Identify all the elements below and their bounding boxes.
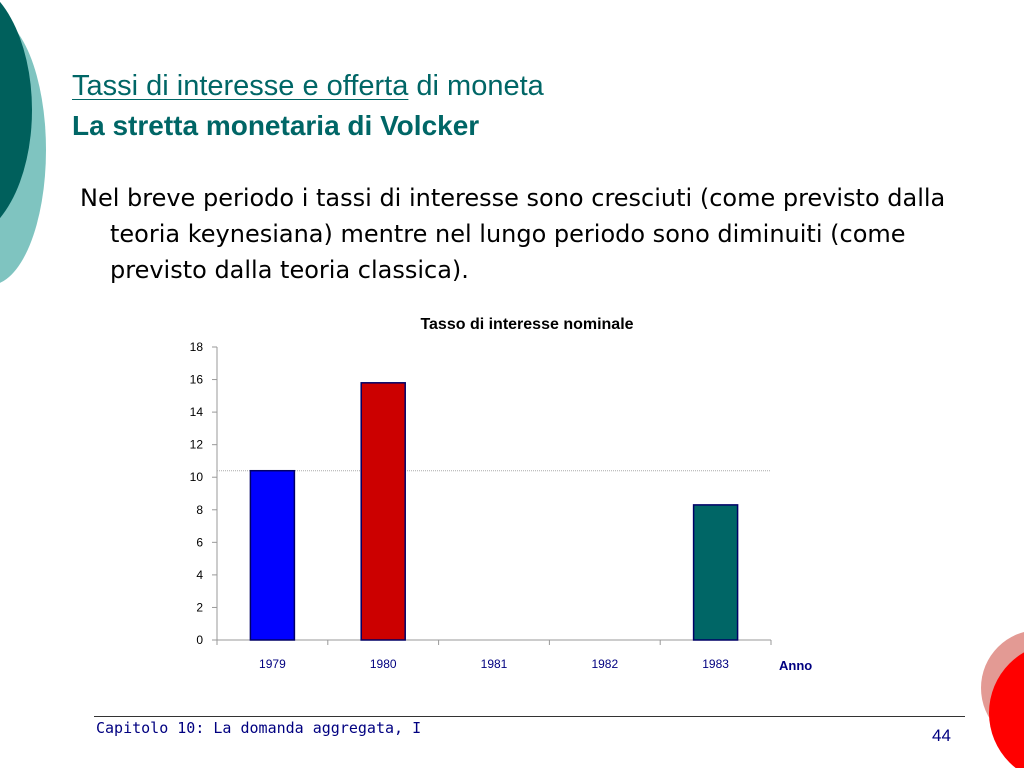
y-tick-label: 4: [196, 568, 203, 582]
left-decoration-shape: [0, 1, 46, 283]
y-tick-label: 6: [196, 535, 203, 549]
x-tick-label: 1980: [370, 657, 397, 671]
x-axis-label: Anno: [779, 658, 812, 673]
y-tick-label: 16: [190, 373, 204, 387]
slide-title-underlined: Tassi di interesse e offerta: [72, 70, 409, 102]
footer-divider: [94, 716, 965, 717]
bar-1983: [692, 504, 739, 641]
slide-subtitle: La stretta monetaria di Volcker: [72, 110, 480, 141]
y-tick-label: 8: [196, 503, 203, 517]
bar-1979: [249, 469, 296, 641]
slide-title-rest: di moneta: [408, 70, 544, 102]
chart-title: Tasso di interesse nominale: [420, 316, 633, 333]
slide-title: Tassi di interesse e offerta di moneta: [72, 70, 544, 103]
y-tick-label: 0: [196, 633, 203, 647]
y-tick-label: 2: [196, 600, 203, 614]
y-tick-label: 12: [190, 438, 204, 452]
y-tick-label: 10: [190, 470, 204, 484]
x-tick-label: 1982: [591, 657, 618, 671]
footer-chapter: Capitolo 10: La domanda aggregata, I: [96, 719, 422, 737]
body-paragraph: Nel breve periodo i tassi di interesse s…: [80, 184, 946, 284]
y-tick-label: 18: [190, 340, 204, 354]
x-tick-label: 1979: [259, 657, 286, 671]
bar-1980: [360, 382, 406, 641]
y-tick-label: 14: [190, 405, 204, 419]
x-tick-label: 1981: [481, 657, 508, 671]
x-tick-label: 1983: [702, 657, 729, 671]
right-decoration-shape: [981, 631, 1024, 768]
page-number: 44: [932, 726, 951, 745]
